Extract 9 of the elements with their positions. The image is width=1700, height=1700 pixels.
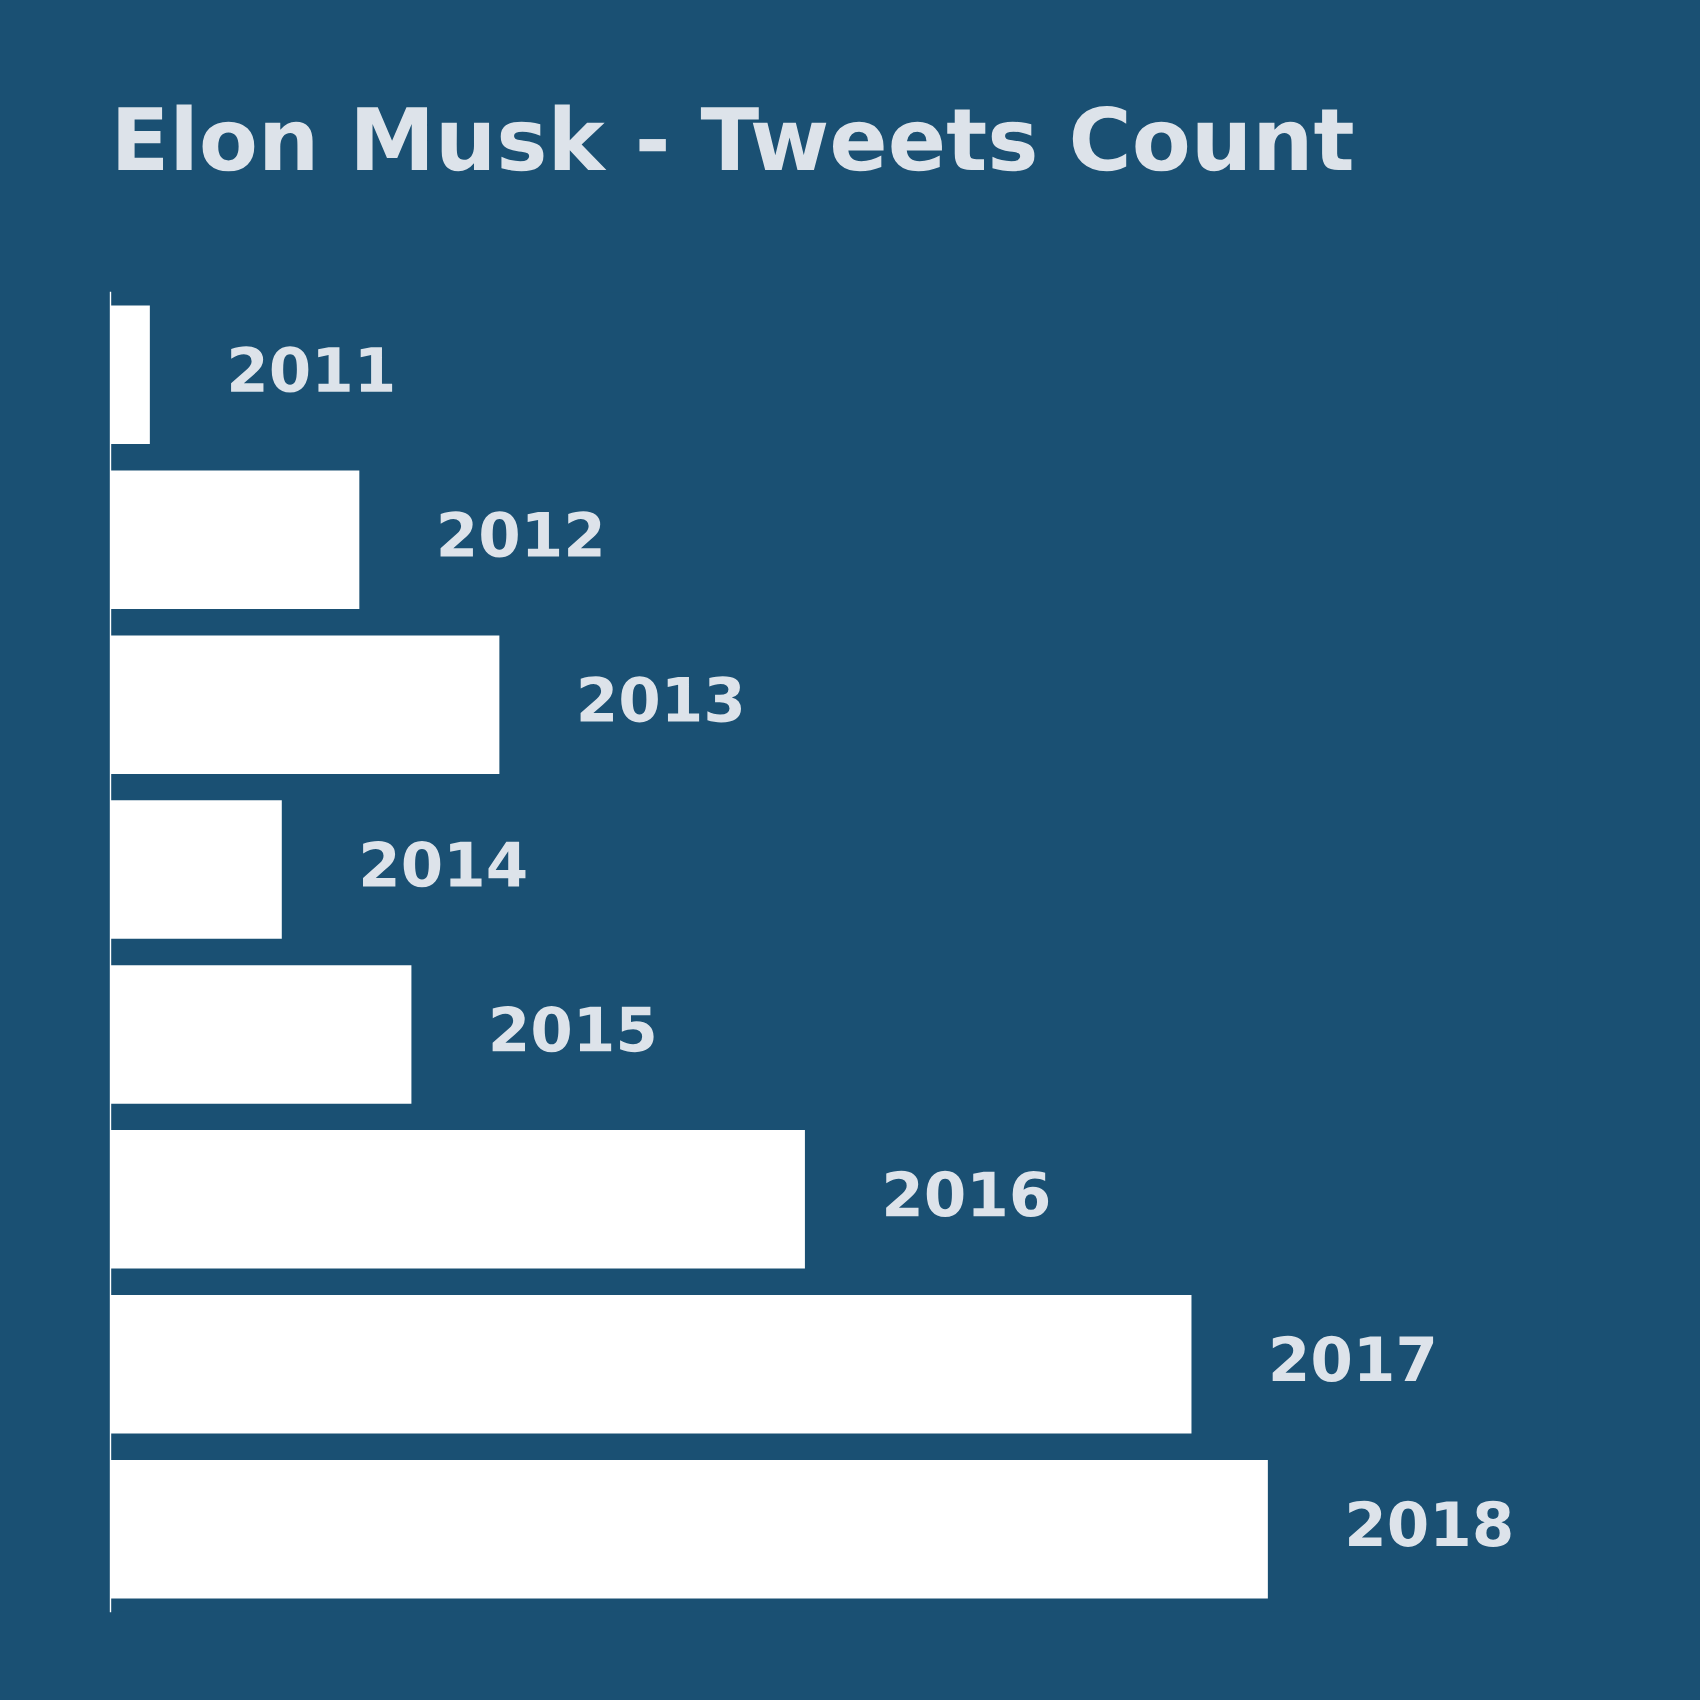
y-tick-label: 2011 [231, 346, 393, 393]
chart-title: Elon Musk - Tweets Count [118, 104, 1353, 172]
y-tick-label: 2012 [440, 511, 601, 558]
y-tick-label: 2018 [1349, 1500, 1511, 1547]
y-tick-label: 2014 [363, 841, 526, 888]
y-tick-label: 2015 [492, 1005, 654, 1053]
y-tick-label: 2016 [886, 1170, 1049, 1218]
y-tick-label: 2017 [1272, 1335, 1434, 1382]
y-tick-label: 2013 [580, 676, 741, 723]
